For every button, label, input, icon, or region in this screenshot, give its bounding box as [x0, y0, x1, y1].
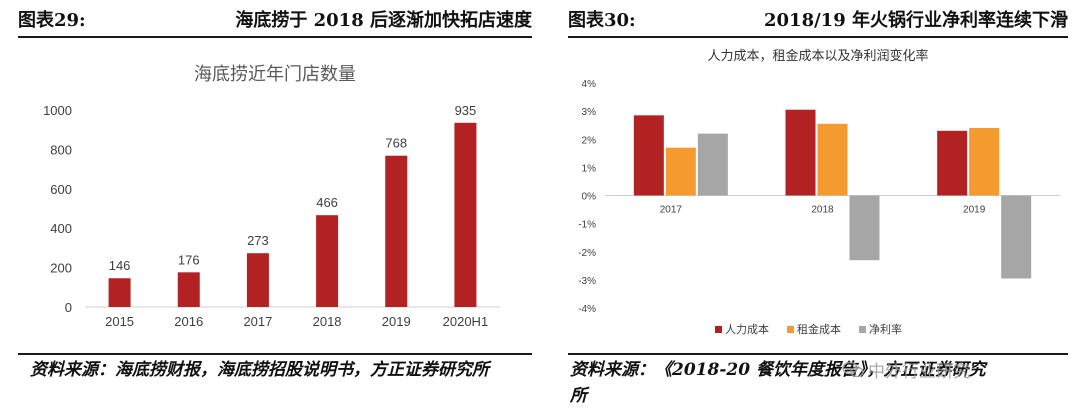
- legend-swatch: [787, 326, 794, 333]
- bar: [246, 253, 269, 307]
- y-tick-label: 4%: [582, 79, 597, 90]
- chart-title: 人力成本，租金成本以及净利润变化率: [707, 48, 928, 63]
- bar: [937, 130, 968, 196]
- left-figure-number: 图表29:: [18, 10, 86, 31]
- left-source-divider: [18, 353, 532, 355]
- x-tick-label: 2017: [660, 205, 683, 216]
- y-tick-label: -4%: [578, 304, 596, 315]
- y-tick-label: 1%: [582, 163, 597, 174]
- bar: [454, 122, 477, 308]
- left-figure-header: 图表29: 海底捞于 2018 后逐渐加快拓店速度: [18, 0, 532, 38]
- chart-legend: 人力成本 租金成本 净利率: [715, 322, 902, 336]
- right-figure-title: 2018/19 年火锅行业净利率连续下滑: [764, 10, 1068, 31]
- store-count-bar-chart: 海底捞近年门店数量 0 200 400 600 800 1000 146 2015 176 2016…: [43, 64, 500, 329]
- y-tick-label: 0%: [582, 192, 597, 203]
- left-source-note: 资料来源：海底捞财报，海底捞招股说明书，方正证券研究所: [30, 360, 489, 380]
- legend-swatch: [715, 326, 722, 333]
- y-tick-label: -1%: [578, 220, 596, 231]
- bar: [969, 128, 1000, 196]
- data-label: 146: [109, 258, 131, 273]
- y-tick-label: 600: [50, 182, 72, 197]
- data-label: 935: [455, 103, 477, 118]
- y-tick-label: 200: [50, 261, 72, 276]
- data-label: 273: [247, 233, 269, 248]
- legend-label: 租金成本: [797, 322, 841, 336]
- right-source-note: 资料来源：《2018-20 餐饮年度报告》，方正证券研究所: [570, 360, 986, 406]
- cost-change-bar-chart: 人力成本，租金成本以及净利润变化率 4% 3% 2% 1% 0% -1% -2% -3% -4% 2…: [578, 48, 1060, 336]
- right-figure-number: 图表30:: [568, 10, 636, 31]
- x-tick-label: 2018: [313, 314, 342, 329]
- watermark-text: 中外行业研究: [868, 362, 970, 382]
- y-tick-label: 2%: [582, 135, 597, 146]
- right-figure-panel: 图表30: 2018/19 年火锅行业净利率连续下滑 人力成本，租金成本以及净利…: [560, 0, 1080, 416]
- left-figure-panel: 图表29: 海底捞于 2018 后逐渐加快拓店速度 海底捞近年门店数量 0 200 4…: [18, 0, 532, 380]
- x-tick-label: 2016: [174, 314, 203, 329]
- bar: [697, 133, 728, 196]
- bar: [108, 278, 131, 307]
- bar: [385, 155, 408, 307]
- y-tick-label: 400: [50, 221, 72, 236]
- y-tick-label: 3%: [582, 107, 597, 118]
- bar: [849, 195, 880, 261]
- legend-label: 净利率: [869, 322, 902, 336]
- bar: [316, 215, 339, 307]
- y-tick-label: 1000: [43, 103, 72, 118]
- bar: [817, 123, 848, 196]
- data-label: 466: [316, 195, 338, 210]
- chat-bubble-icon: [842, 361, 864, 378]
- bar: [785, 109, 816, 196]
- y-tick-label: 800: [50, 142, 72, 157]
- legend-label: 人力成本: [725, 322, 769, 336]
- left-figure-title: 海底捞于 2018 后逐渐加快拓店速度: [235, 10, 532, 31]
- y-tick-label: -3%: [578, 276, 596, 287]
- x-tick-label: 2015: [105, 314, 134, 329]
- y-tick-label: -2%: [578, 248, 596, 259]
- chart-title: 海底捞近年门店数量: [194, 64, 356, 84]
- x-tick-label: 2018: [811, 205, 834, 216]
- bar: [1001, 195, 1032, 279]
- x-tick-label: 2017: [243, 314, 272, 329]
- data-label: 768: [385, 136, 407, 151]
- x-tick-label: 2019: [963, 205, 986, 216]
- bar: [665, 147, 696, 196]
- data-label: 176: [178, 252, 200, 267]
- x-tick-label: 2020H1: [443, 314, 489, 329]
- bar: [633, 115, 664, 196]
- watermark: 中外行业研究: [842, 357, 970, 382]
- bar: [177, 272, 200, 307]
- x-tick-label: 2019: [382, 314, 411, 329]
- legend-swatch: [859, 326, 866, 333]
- right-figure-header: 图表30: 2018/19 年火锅行业净利率连续下滑: [568, 0, 1068, 38]
- right-source-divider: [568, 353, 1068, 355]
- y-tick-label: 0: [65, 300, 72, 315]
